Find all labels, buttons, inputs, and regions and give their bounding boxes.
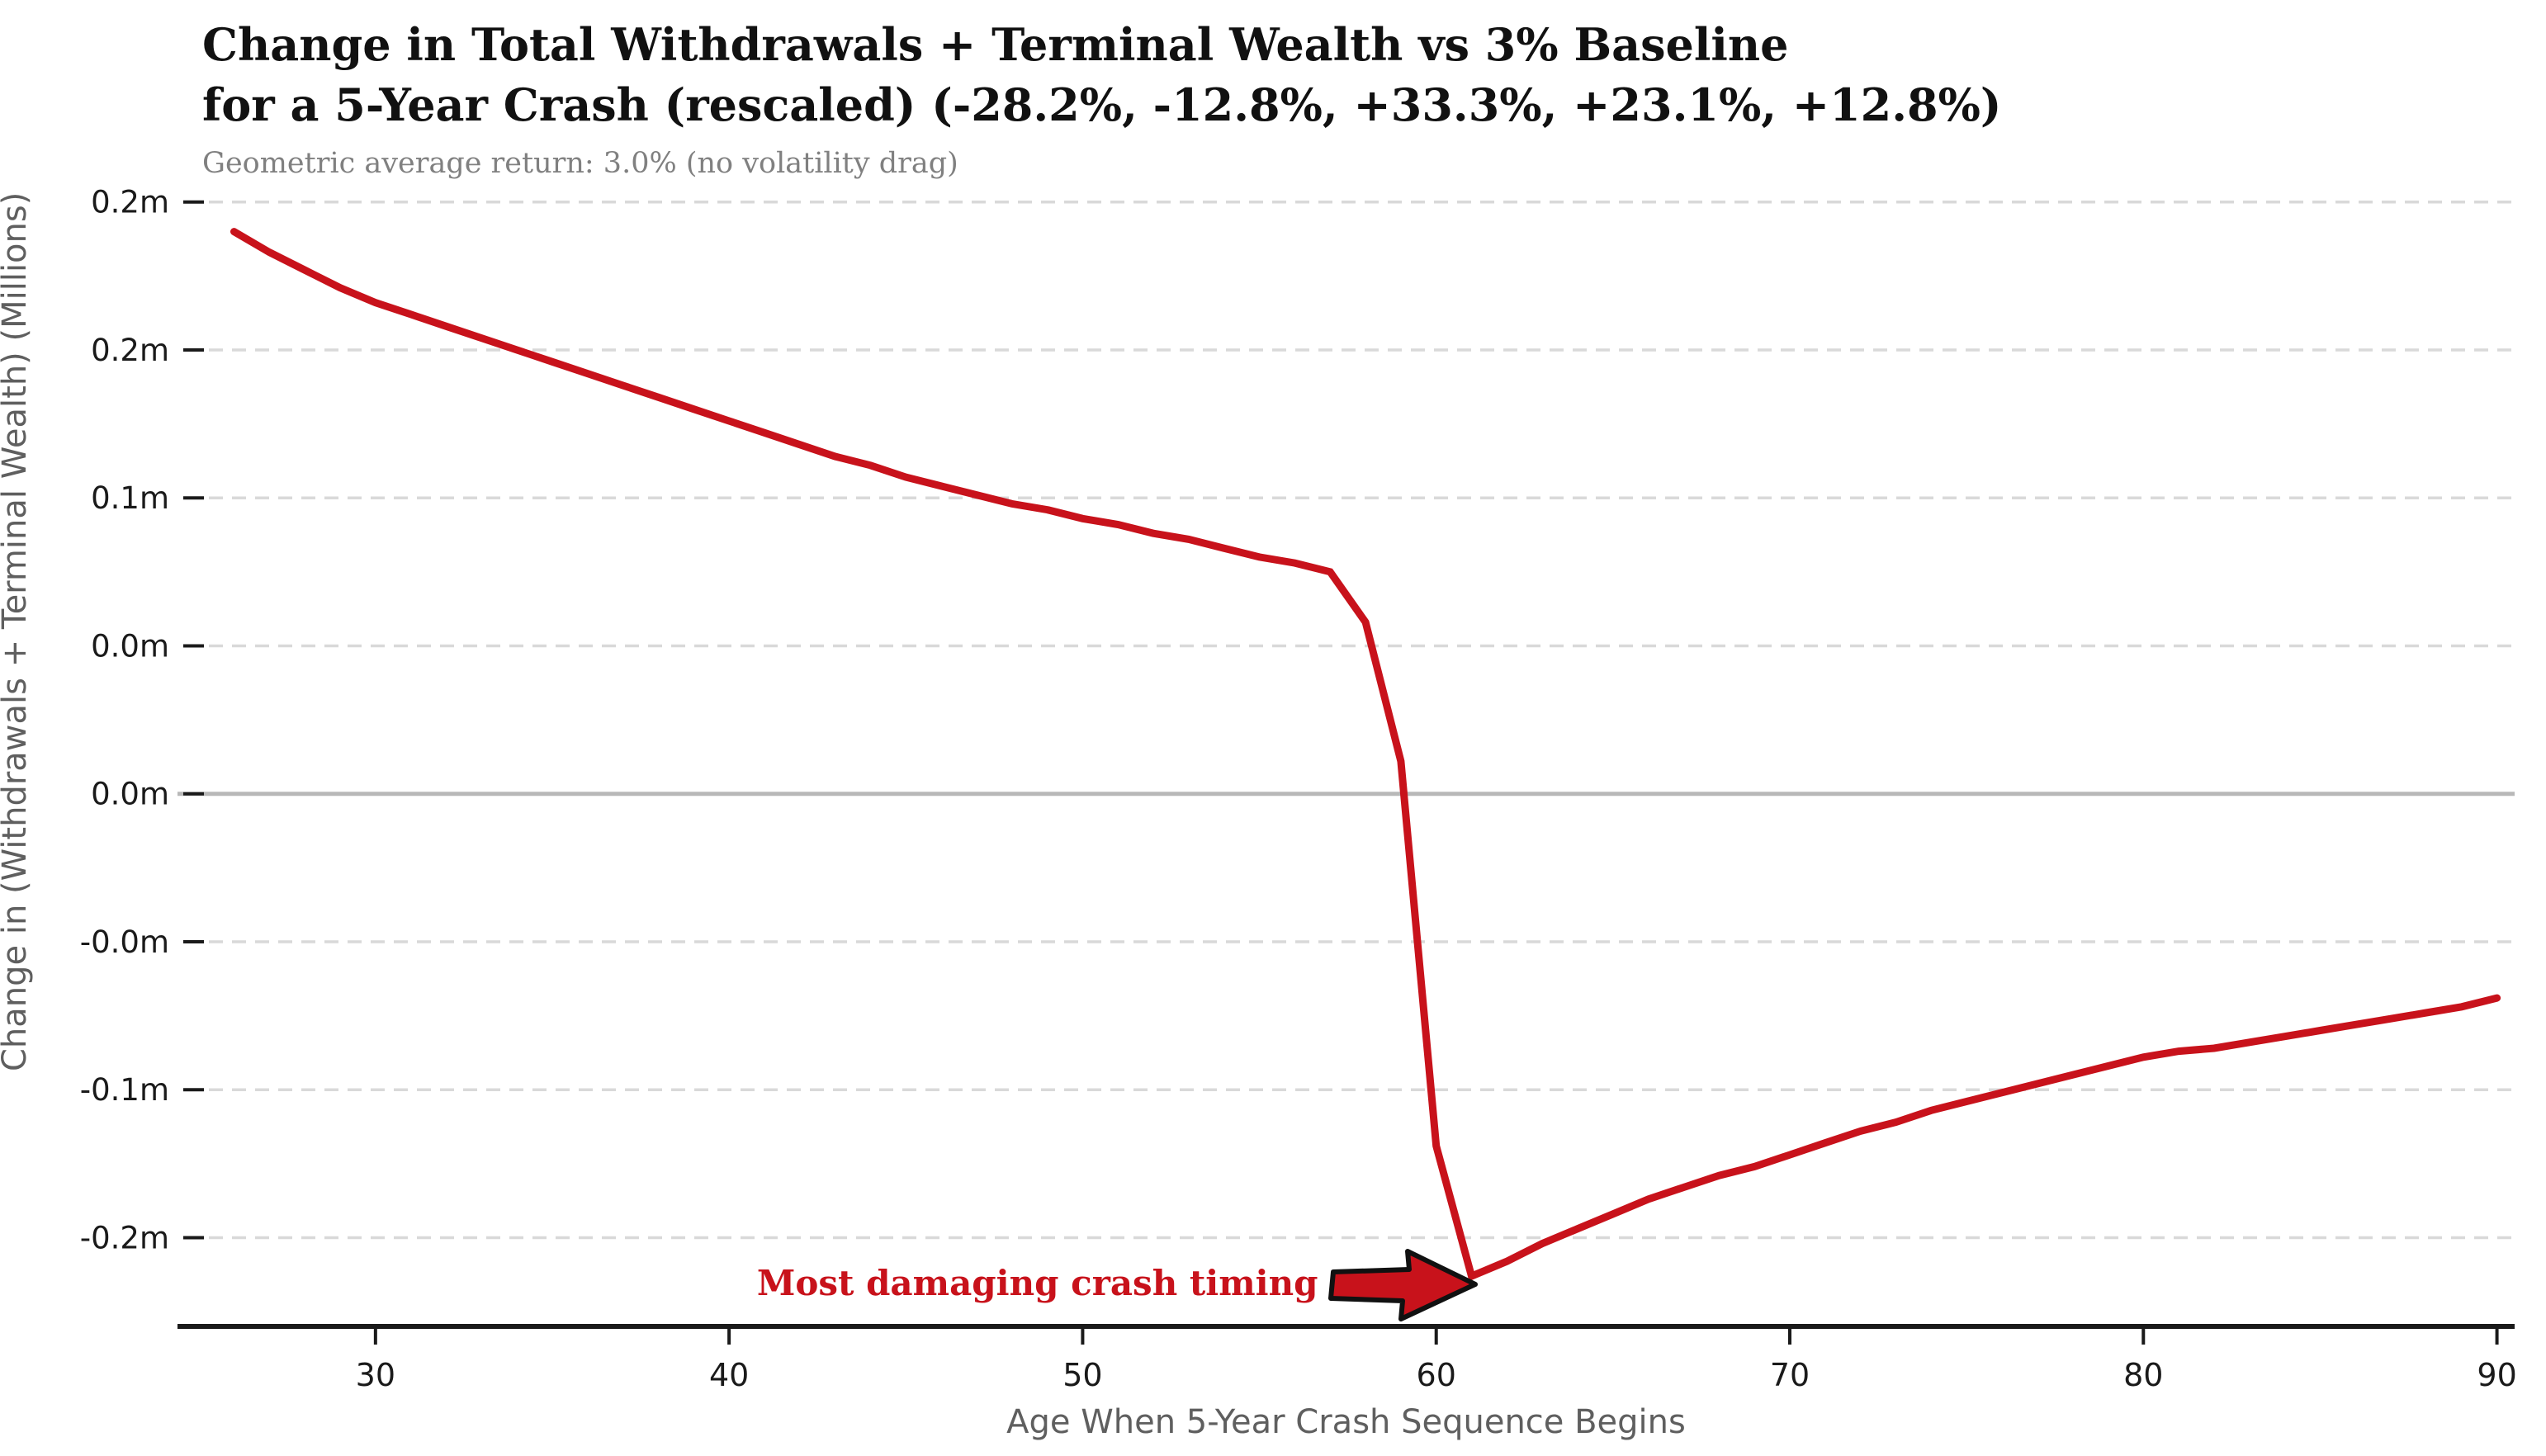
y-tick-label: -0.0m [80,924,169,960]
y-tick-label: 0.1m [91,480,169,516]
annotation-arrow-icon [1328,1249,1478,1321]
y-tick-label: 0.2m [91,333,169,368]
y-tick-label: 0.2m [91,185,169,220]
annotation-text: Most damaging crash timing [757,1263,1318,1303]
data-line [230,228,2501,1282]
x-tick-label: 80 [2123,1357,2163,1393]
chart-subtitle: Geometric average return: 3.0% (no volat… [202,147,958,180]
x-tick-label: 70 [1770,1357,1810,1393]
x-tick-label: 90 [2477,1357,2516,1393]
y-tick-label: -0.1m [80,1072,169,1108]
y-tick-label: 0.0m [91,628,169,664]
x-tick-label: 60 [1417,1357,1456,1393]
x-tick-label: 40 [709,1357,749,1393]
x-tick-label: 30 [356,1357,395,1393]
x-axis-label: Age When 5-Year Crash Sequence Begins [1006,1403,1686,1441]
chart-title-line1: Change in Total Withdrawals + Terminal W… [202,18,1789,71]
chart-title: Change in Total Withdrawals + Terminal W… [202,15,2002,135]
chart-title-line2: for a 5-Year Crash (rescaled) (-28.2%, -… [202,78,2002,131]
y-tick-label: -0.2m [80,1220,169,1255]
x-tick-label: 50 [1062,1357,1102,1393]
y-tick-label: 0.0m [91,777,169,812]
